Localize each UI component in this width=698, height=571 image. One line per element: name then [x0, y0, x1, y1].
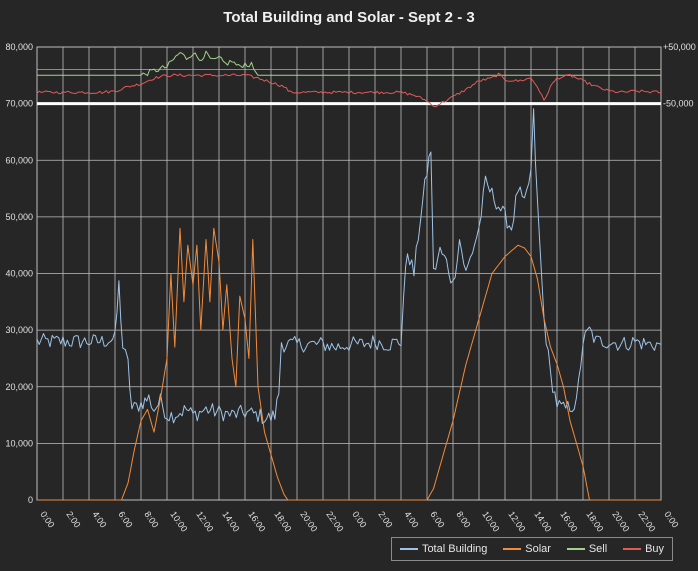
y-tick-label: 30,000 — [5, 325, 33, 335]
y-tick-label: 50,000 — [5, 212, 33, 222]
series-line-total-building — [36, 108, 662, 424]
legend-swatch-sell — [566, 548, 585, 550]
y-tick-label: 80,000 — [5, 42, 33, 52]
legend-swatch-buy — [623, 548, 642, 550]
legend-label-sell: Sell — [588, 543, 608, 555]
legend-swatch-total-building — [399, 548, 418, 550]
legend-item-sell: Sell — [566, 543, 608, 555]
y2-tick-label: +50,000 — [663, 42, 696, 52]
legend-item-solar: Solar — [503, 543, 551, 555]
y2-tick-label: -50,000 — [663, 99, 694, 109]
series-line-solar — [37, 227, 661, 501]
series-line-sell — [37, 50, 661, 77]
y-tick-label: 0 — [28, 495, 33, 505]
legend-label-buy: Buy — [645, 543, 665, 555]
y-tick-label: 40,000 — [5, 269, 33, 279]
chart-title: Total Building and Solar - Sept 2 - 3 — [223, 9, 474, 26]
legend-label-total-building: Total Building — [421, 543, 488, 555]
legend-item-total-building: Total Building — [399, 543, 488, 555]
y-tick-label: 20,000 — [5, 382, 33, 392]
legend-item-buy: Buy — [623, 543, 664, 555]
series-line-buy — [36, 72, 662, 108]
y-tick-label: 60,000 — [5, 155, 33, 165]
y-tick-label: 10,000 — [5, 438, 33, 448]
chart-legend: Total Building Solar Sell Buy — [391, 537, 673, 561]
legend-swatch-solar — [503, 548, 522, 550]
y-tick-label: 70,000 — [5, 99, 33, 109]
legend-label-solar: Solar — [525, 543, 551, 555]
